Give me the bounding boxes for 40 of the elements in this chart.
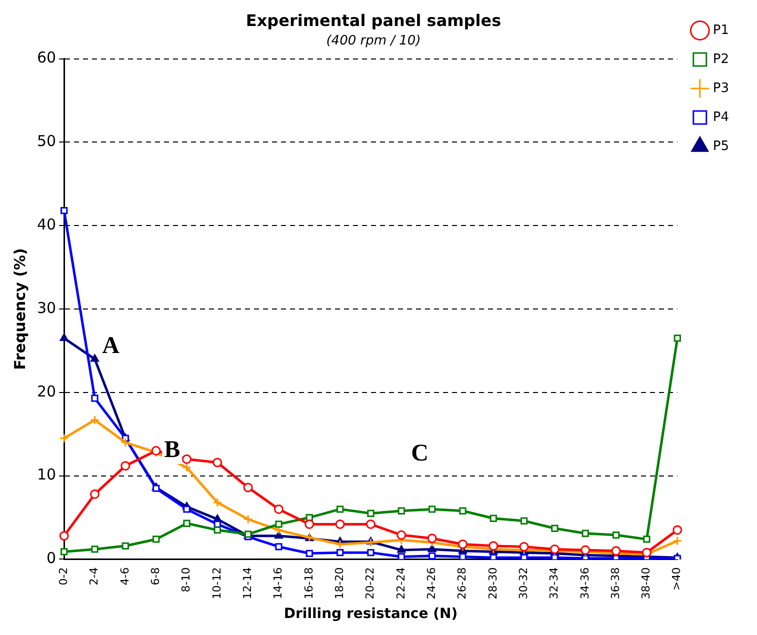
y-tick-label: 40: [36, 216, 56, 234]
x-tick-label: 16-18: [302, 567, 316, 600]
x-tick-label: 10-12: [210, 567, 224, 600]
annotation: B: [164, 437, 180, 464]
y-tick-label: 10: [36, 466, 56, 484]
x-axis-title: Drilling resistance (N): [284, 606, 458, 622]
y-tick-label: 30: [36, 298, 56, 317]
annotation: A: [102, 332, 120, 359]
y-axis-title: Frequency (%): [10, 248, 29, 370]
x-tick-label: 38-40: [640, 567, 653, 600]
legend-label: P3: [712, 80, 730, 96]
x-tick-label: 36-38: [608, 567, 622, 600]
legend-label: P1: [712, 22, 730, 38]
x-tick-label: 2-4: [88, 567, 101, 586]
chart-title: Experimental panel samples: [246, 10, 502, 30]
x-tick-label: 20-22: [364, 567, 377, 600]
x-tick-label: 28-30: [486, 567, 500, 600]
x-tick-label: 24-26: [424, 567, 438, 600]
x-tick-label: 34-36: [578, 567, 592, 600]
x-tick-label: 12-14: [240, 567, 254, 600]
x-tick-label: 22-24: [394, 567, 408, 600]
y-tick-label: 20: [36, 382, 56, 400]
x-tick-label: >40: [670, 567, 684, 590]
y-tick-label: 50: [36, 132, 56, 150]
x-tick-label: 4-6: [118, 567, 132, 586]
x-tick-label: 30-32: [516, 567, 530, 600]
y-tick-label: 0: [46, 549, 56, 568]
annotation: C: [411, 440, 428, 466]
y-tick-label: 60: [36, 48, 56, 67]
x-tick-label: 26-28: [456, 567, 469, 600]
x-tick-label: 8-10: [180, 567, 193, 592]
x-tick-label: 18-20: [332, 567, 346, 600]
legend-label: P4: [712, 110, 730, 125]
x-tick-label: 0-2: [56, 567, 70, 586]
legend-label: P2: [712, 52, 730, 67]
x-tick-label: 32-34: [548, 567, 561, 600]
x-tick-label: 6-8: [148, 567, 162, 586]
legend-label: P5: [712, 138, 730, 154]
x-tick-label: 14-16: [272, 567, 285, 600]
chart-subtitle: (400 rpm / 10): [326, 33, 421, 48]
